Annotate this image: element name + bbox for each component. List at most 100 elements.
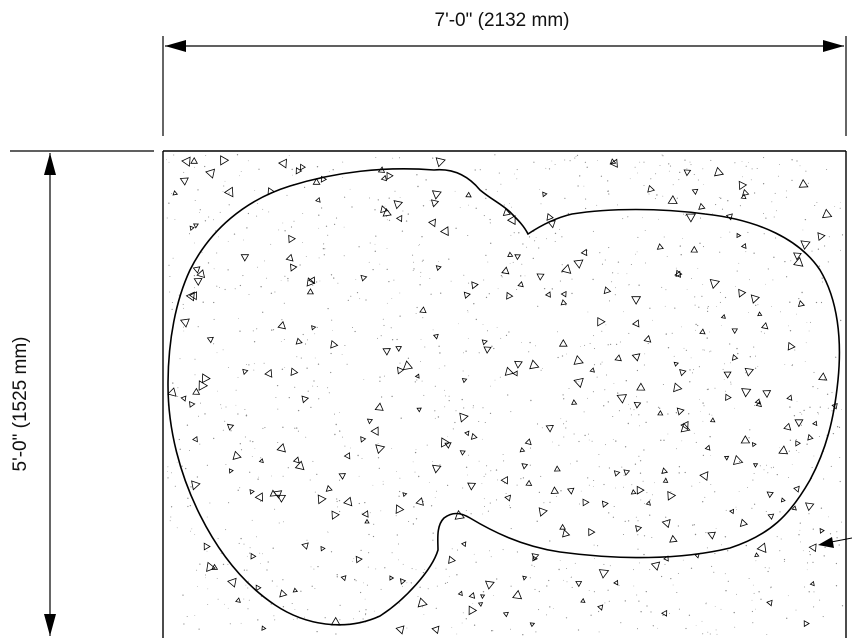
stipple-dot	[642, 217, 643, 219]
stipple-dot	[665, 333, 667, 335]
stipple-dot	[325, 225, 328, 227]
stipple-dot	[824, 546, 826, 549]
stipple-dot	[360, 549, 362, 552]
aggregate-triangle	[756, 542, 767, 554]
stipple-dot	[704, 496, 706, 498]
stipple-dot	[424, 346, 426, 348]
stipple-dot	[199, 209, 201, 211]
stipple-dot	[197, 326, 199, 328]
aggregate-triangle	[546, 212, 554, 221]
stipple-dot	[173, 154, 175, 156]
stipple-dot	[764, 332, 766, 334]
stipple-dot	[722, 368, 724, 370]
stipple-dot	[673, 355, 675, 357]
stipple-dot	[216, 352, 218, 354]
stipple-dot	[798, 298, 800, 300]
stipple-dot	[499, 376, 501, 378]
stipple-dot	[601, 361, 603, 363]
stipple-dot	[166, 471, 168, 472]
stipple-dot	[554, 232, 557, 235]
stipple-dot	[207, 604, 209, 606]
stipple-dot	[438, 345, 440, 347]
stipple-dot	[613, 383, 615, 384]
stipple-dot	[636, 172, 638, 174]
stipple-dot	[736, 347, 738, 350]
stipple-dot	[649, 307, 651, 309]
stipple-dot	[625, 380, 627, 382]
aggregate-triangle	[292, 587, 299, 593]
stipple-dot	[551, 160, 553, 162]
stipple-dot	[678, 466, 681, 468]
stipple-dot	[785, 276, 788, 278]
stipple-dot	[530, 399, 532, 402]
stipple-dot	[262, 208, 264, 210]
stipple-dot	[698, 366, 700, 368]
stipple-dot	[709, 351, 710, 353]
stipple-dot	[455, 227, 457, 229]
stipple-dot	[462, 612, 464, 614]
stipple-dot	[328, 171, 330, 173]
stipple-dot	[508, 331, 510, 333]
aggregate-triangle	[481, 339, 488, 346]
stipple-dot	[747, 231, 749, 233]
aggregate-triangle	[459, 450, 466, 456]
aggregate-triangle	[397, 366, 405, 375]
stipple-dot	[509, 504, 510, 506]
stipple-dot	[394, 190, 396, 192]
stipple-dot	[251, 519, 253, 521]
aggregate-triangle	[416, 407, 422, 413]
stipple-dot	[357, 560, 359, 562]
stipple-dot	[701, 295, 703, 297]
stipple-dot	[483, 215, 485, 217]
aggregate-triangle	[477, 602, 484, 607]
stipple-dot	[836, 537, 838, 539]
aggregate-triangle	[821, 208, 833, 219]
stipple-dot	[217, 538, 219, 540]
stipple-dot	[361, 458, 363, 460]
stipple-dot	[810, 321, 811, 323]
stipple-dot	[216, 578, 218, 580]
stipple-dot	[630, 263, 632, 266]
stipple-dot	[588, 590, 590, 591]
stipple-dot	[478, 460, 480, 462]
stipple-dot	[260, 286, 262, 288]
stipple-dot	[237, 413, 239, 415]
stipple-dot	[328, 392, 330, 394]
stipple-dot	[628, 284, 630, 286]
stipple-dot	[236, 154, 239, 156]
stipple-dot	[621, 466, 623, 468]
stipple-dot	[598, 454, 600, 455]
stipple-dot	[570, 577, 572, 578]
aggregate-triangle	[818, 372, 828, 381]
stipple-dot	[644, 353, 646, 355]
stipple-dot	[176, 527, 178, 529]
stipple-dot	[798, 534, 800, 536]
stipple-dot	[505, 334, 508, 337]
stipple-dot	[432, 532, 434, 534]
stipple-dot	[520, 478, 522, 480]
stipple-dot	[522, 634, 524, 636]
aggregate-triangle	[415, 497, 424, 506]
stipple-dot	[302, 333, 304, 336]
stipple-dot	[592, 278, 594, 281]
stipple-dot	[486, 465, 488, 467]
stipple-dot	[228, 204, 230, 206]
aggregate-triangle	[675, 269, 683, 278]
stipple-dot	[247, 608, 249, 610]
stipple-dot	[468, 204, 469, 206]
aggregate-triangle	[803, 620, 810, 628]
stipple-dot	[286, 194, 288, 196]
stipple-dot	[421, 380, 423, 382]
aggregate-triangle	[685, 213, 696, 223]
stipple-dot	[652, 625, 654, 627]
stipple-dot	[725, 509, 727, 511]
stipple-dot	[705, 532, 707, 534]
stipple-dot	[684, 159, 686, 161]
stipple-dot	[780, 311, 781, 313]
stipple-dot	[220, 404, 222, 406]
stipple-dot	[254, 189, 256, 191]
stipple-dot	[645, 262, 646, 264]
stipple-dot	[770, 587, 771, 589]
stipple-dot	[608, 193, 610, 195]
aggregate-triangle	[521, 463, 529, 470]
